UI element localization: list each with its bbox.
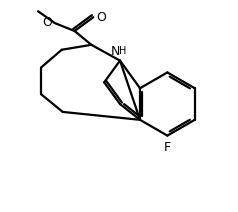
Text: H: H xyxy=(119,46,127,56)
Text: N: N xyxy=(110,45,120,58)
Text: F: F xyxy=(164,141,171,154)
Text: O: O xyxy=(96,11,106,24)
Text: O: O xyxy=(42,16,52,29)
